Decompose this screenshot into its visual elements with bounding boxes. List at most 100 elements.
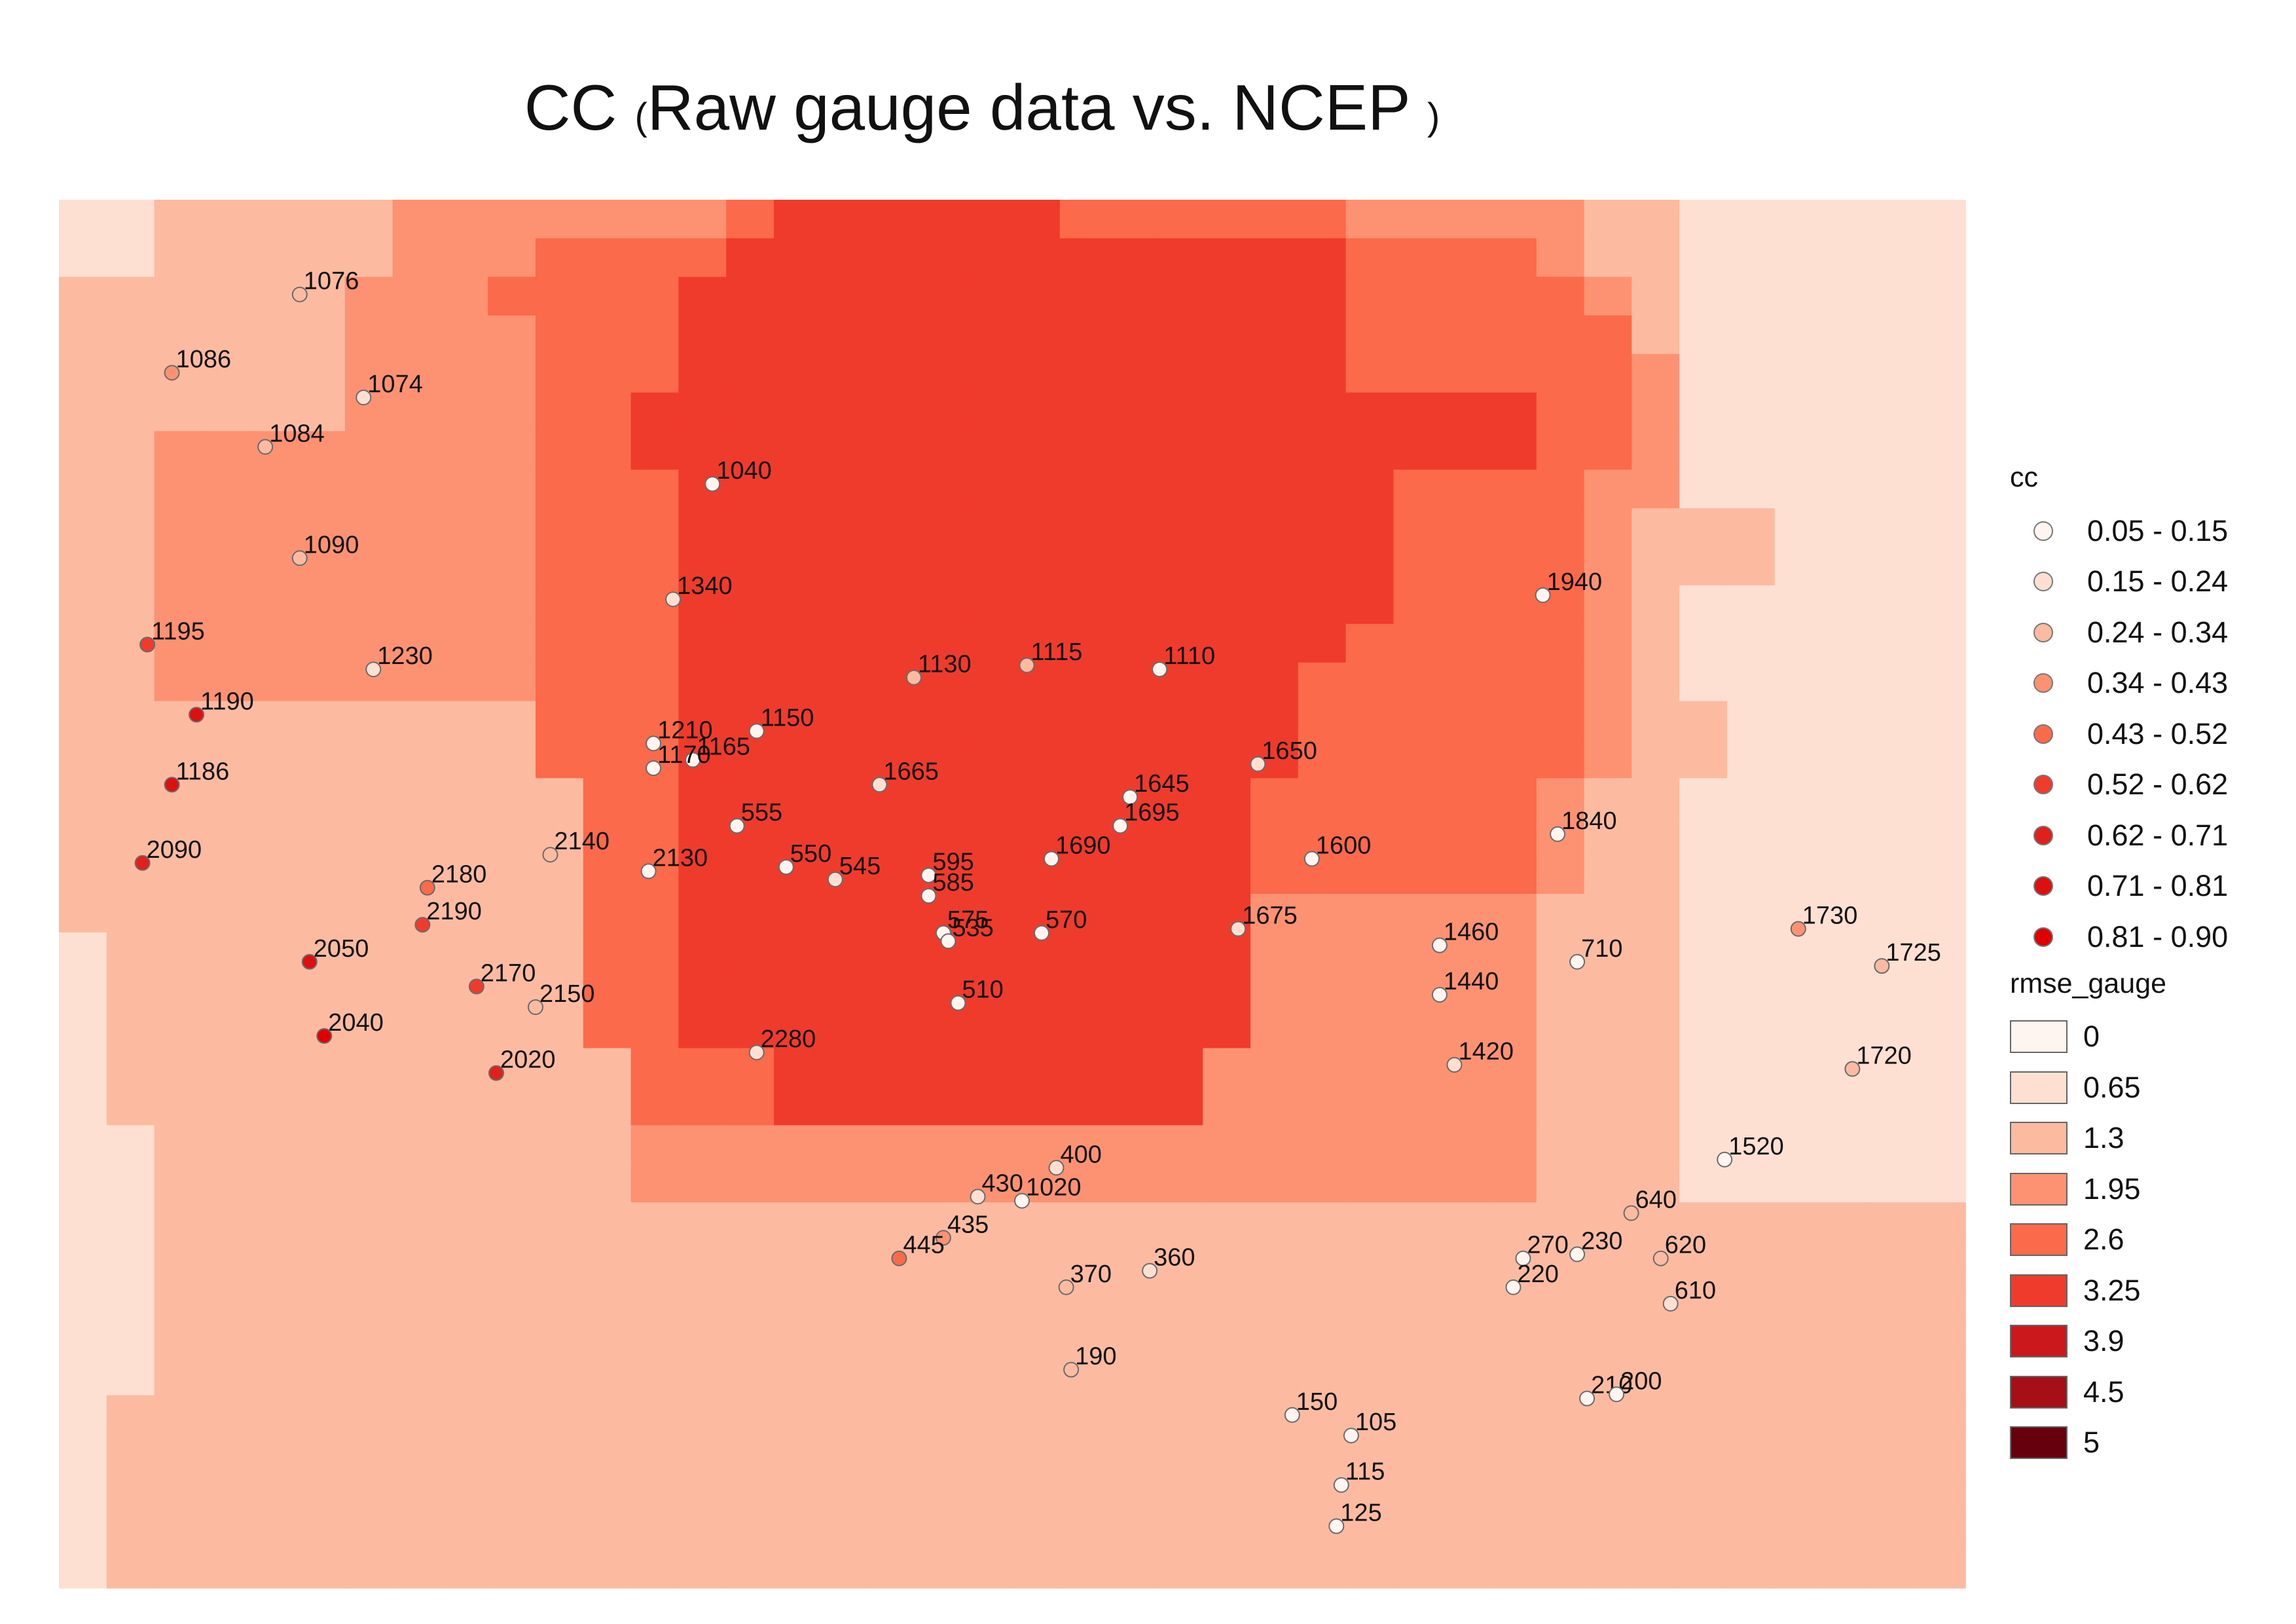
station-marker[interactable]: 2130 — [640, 844, 708, 879]
station-dot[interactable] — [1034, 925, 1049, 941]
station-dot[interactable] — [1063, 1361, 1080, 1378]
station-marker[interactable]: 535 — [940, 914, 994, 950]
station-dot[interactable] — [1623, 1205, 1639, 1221]
station-marker[interactable]: 445 — [891, 1232, 945, 1266]
station-marker[interactable]: 585 — [920, 869, 974, 904]
station-marker[interactable]: 555 — [729, 799, 782, 834]
station-marker[interactable]: 595 — [920, 849, 974, 883]
station-marker[interactable]: 1460 — [1431, 919, 1499, 953]
station-marker[interactable]: 1115 — [1019, 638, 1083, 673]
station-dot[interactable] — [189, 707, 205, 723]
station-dot[interactable] — [646, 760, 662, 777]
station-marker[interactable]: 1645 — [1122, 770, 1190, 805]
station-dot[interactable] — [1431, 987, 1448, 1003]
station-marker[interactable]: 640 — [1623, 1187, 1677, 1221]
station-dot[interactable] — [1515, 1250, 1531, 1266]
station-marker[interactable]: 1720 — [1844, 1042, 1912, 1077]
station-marker[interactable]: 1725 — [1874, 939, 1941, 974]
station-dot[interactable] — [301, 953, 318, 970]
station-dot[interactable] — [1569, 1246, 1586, 1263]
station-marker[interactable]: 220 — [1505, 1261, 1559, 1295]
station-marker[interactable]: 400 — [1048, 1141, 1102, 1176]
station-dot[interactable] — [729, 818, 745, 834]
station-dot[interactable] — [291, 550, 308, 566]
station-dot[interactable] — [1284, 1407, 1300, 1423]
station-dot[interactable] — [1019, 657, 1035, 673]
station-dot[interactable] — [164, 365, 180, 381]
station-dot[interactable] — [970, 1189, 986, 1205]
station-dot[interactable] — [827, 872, 843, 887]
station-dot[interactable] — [748, 1044, 765, 1061]
station-marker[interactable]: 1086 — [164, 346, 232, 381]
station-dot[interactable] — [1579, 1390, 1595, 1407]
station-dot[interactable] — [1343, 1428, 1359, 1444]
station-dot[interactable] — [1790, 921, 1806, 937]
station-marker[interactable]: 2020 — [488, 1046, 556, 1081]
station-dot[interactable] — [1609, 1386, 1625, 1403]
station-marker[interactable]: 200 — [1609, 1367, 1662, 1403]
station-dot[interactable] — [1446, 1057, 1463, 1073]
station-dot[interactable] — [1014, 1192, 1030, 1209]
station-marker[interactable]: 1230 — [365, 642, 433, 678]
station-marker[interactable]: 230 — [1569, 1227, 1623, 1263]
station-dot[interactable] — [920, 888, 937, 904]
station-dot[interactable] — [1569, 953, 1586, 970]
station-dot[interactable] — [1535, 587, 1551, 603]
station-marker[interactable]: 620 — [1652, 1232, 1706, 1266]
station-marker[interactable]: 1600 — [1303, 832, 1372, 867]
station-marker[interactable]: 1170 — [646, 741, 711, 777]
station-dot[interactable] — [316, 1028, 333, 1044]
station-dot[interactable] — [1142, 1263, 1158, 1279]
station-dot[interactable] — [257, 439, 274, 455]
station-marker[interactable]: 2090 — [134, 836, 202, 871]
station-marker[interactable]: 1730 — [1790, 902, 1858, 937]
station-dot[interactable] — [1044, 851, 1059, 867]
station-marker[interactable]: 510 — [950, 976, 1004, 1011]
station-dot[interactable] — [1230, 921, 1247, 937]
station-dot[interactable] — [905, 669, 922, 686]
station-marker[interactable]: 2040 — [316, 1009, 384, 1044]
station-marker[interactable]: 1665 — [871, 758, 939, 793]
station-dot[interactable] — [1303, 851, 1320, 867]
station-dot[interactable] — [355, 390, 372, 405]
station-marker[interactable]: 270 — [1515, 1232, 1569, 1266]
station-marker[interactable]: 1190 — [189, 688, 254, 723]
station-marker[interactable]: 1084 — [257, 420, 325, 455]
station-dot[interactable] — [748, 723, 765, 739]
station-dot[interactable] — [1250, 756, 1266, 772]
station-marker[interactable]: 710 — [1569, 935, 1623, 970]
station-marker[interactable]: 1020 — [1014, 1174, 1082, 1209]
station-marker[interactable]: 1650 — [1250, 737, 1317, 772]
station-dot[interactable] — [139, 637, 156, 653]
station-dot[interactable] — [1652, 1250, 1669, 1266]
station-marker[interactable]: 150 — [1284, 1388, 1338, 1423]
station-dot[interactable] — [891, 1250, 907, 1266]
station-dot[interactable] — [940, 933, 957, 950]
station-marker[interactable]: 1440 — [1431, 968, 1499, 1003]
station-marker[interactable]: 1195 — [139, 618, 205, 653]
station-dot[interactable] — [871, 777, 888, 793]
station-marker[interactable]: 1074 — [355, 371, 423, 405]
station-dot[interactable] — [1505, 1279, 1522, 1295]
station-dot[interactable] — [488, 1065, 504, 1081]
station-marker[interactable]: 105 — [1343, 1409, 1396, 1444]
station-marker[interactable]: 2280 — [748, 1025, 816, 1061]
station-dot[interactable] — [778, 859, 794, 876]
station-dot[interactable] — [1844, 1061, 1861, 1077]
station-marker[interactable]: 1695 — [1112, 799, 1180, 834]
station-dot[interactable] — [1122, 789, 1139, 805]
station-dot[interactable] — [1112, 818, 1129, 834]
station-dot[interactable] — [291, 286, 308, 303]
station-marker[interactable]: 435 — [935, 1211, 989, 1246]
station-marker[interactable]: 1090 — [291, 531, 359, 566]
station-dot[interactable] — [1333, 1477, 1349, 1493]
station-dot[interactable] — [1550, 826, 1566, 842]
station-marker[interactable]: 1420 — [1446, 1038, 1514, 1073]
station-marker[interactable]: 2170 — [468, 960, 536, 995]
station-dot[interactable] — [365, 661, 382, 678]
station-dot[interactable] — [665, 591, 682, 608]
station-marker[interactable]: 1840 — [1550, 807, 1617, 842]
station-dot[interactable] — [1152, 661, 1168, 678]
station-marker[interactable]: 1110 — [1152, 642, 1215, 678]
